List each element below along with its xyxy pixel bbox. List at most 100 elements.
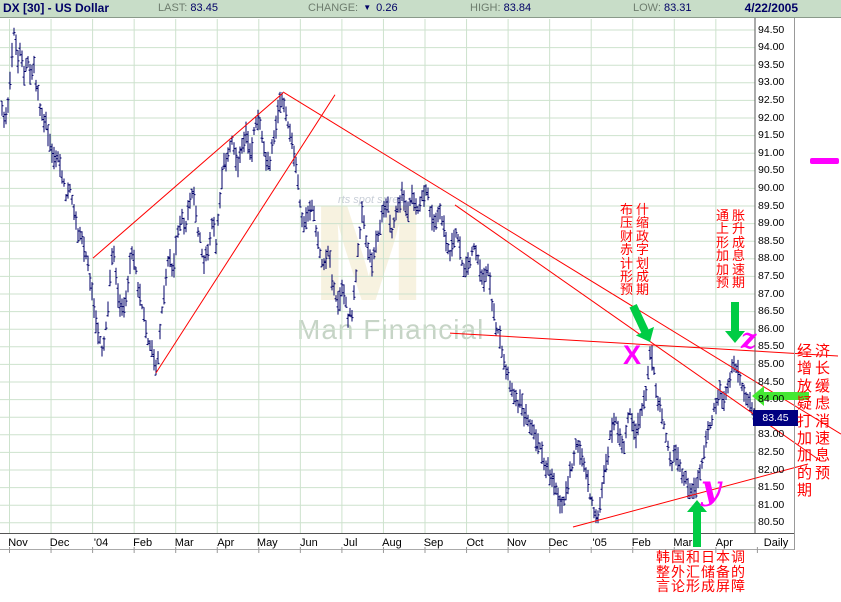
annotation-line: 放缓	[797, 377, 834, 395]
annotation-line: 加息	[797, 447, 834, 465]
annotation-line: 经济	[797, 343, 834, 360]
y-axis-label: 81.00	[758, 498, 785, 511]
last-label: LAST:	[158, 2, 188, 14]
annotation-line: 计划	[620, 255, 653, 271]
annotation-inflation-rate-hike: 通胀 上升 形成 加息 加速 预期	[716, 208, 749, 291]
x-axis-label: Aug	[382, 537, 402, 549]
trendline-wedge-lower	[155, 94, 336, 374]
annotation-line: 财政	[620, 228, 653, 244]
y-axis-label: 91.50	[758, 129, 785, 142]
y-axis-label: 90.00	[758, 181, 785, 194]
annotation-line: 言论形成屏障	[656, 578, 746, 595]
magenta-mark-y: y	[701, 468, 721, 508]
x-axis-label: Apr	[715, 537, 733, 549]
y-axis-label: 81.50	[758, 481, 785, 494]
annotation-line: 上升	[716, 221, 749, 237]
annotation-economy-slowdown: 经济 增长 放缓 疑虑 打消 加速 加息 的预期	[797, 343, 833, 500]
annotation-line: 打消	[797, 412, 834, 430]
annotation-line: 期	[797, 482, 816, 500]
y-axis-label: 86.00	[758, 322, 785, 335]
low-label: LOW:	[633, 2, 661, 14]
x-axis-label: May	[256, 537, 278, 549]
green-arrow-down-bush	[629, 304, 654, 342]
change-field: CHANGE: ▼ 0.26	[308, 2, 398, 14]
annotation-line: 加息	[716, 248, 749, 264]
x-axis-label: Mar	[174, 537, 194, 549]
x-axis-label: Nov	[8, 537, 28, 549]
green-arrow-up-korea	[687, 500, 707, 547]
magenta-level-mark	[810, 158, 839, 164]
y-axis-label: 82.50	[758, 445, 785, 458]
y-axis-label: 87.50	[758, 269, 785, 282]
x-axis-label: '05	[592, 537, 607, 549]
y-axis-label: 80.50	[758, 516, 785, 529]
y-axis-label: 94.50	[758, 23, 785, 36]
green-arrow-down-inflation	[725, 302, 745, 343]
x-axis-label: '04	[93, 537, 109, 549]
x-axis-label: Feb	[631, 537, 651, 549]
magenta-mark-x: X	[623, 340, 642, 370]
y-axis-label: 84.50	[758, 375, 785, 388]
annotation-line: 形成	[716, 234, 749, 250]
annotation-line: 预期	[716, 275, 749, 291]
annotation-line: 赤字	[620, 242, 653, 258]
y-axis-label: 93.50	[758, 58, 785, 71]
annotation-line: 形成	[620, 269, 653, 285]
trendline-wedge-upper	[92, 92, 284, 259]
change-down-icon: ▼	[363, 3, 372, 12]
x-axis-label: Dec	[49, 537, 70, 549]
y-axis-label: 82.00	[758, 463, 785, 476]
y-axis-label: 85.00	[758, 357, 785, 370]
x-axis-label: Sep	[423, 537, 444, 549]
x-axis-label: Mar	[673, 537, 693, 549]
y-axis-label: 91.00	[758, 146, 785, 159]
annotation-korea-japan-reserves: 韩国和日本调 整外汇储备的 言论形成屏障	[656, 550, 746, 594]
x-axis-label: Dec	[548, 537, 568, 549]
low-field: LOW: 83.31	[633, 2, 692, 14]
x-axis-label: Feb	[133, 537, 153, 549]
magenta-mark-z: z	[741, 324, 757, 355]
x-axis-label: Apr	[217, 537, 235, 549]
y-axis-label: 92.50	[758, 93, 785, 106]
high-field: HIGH: 83.84	[470, 2, 531, 14]
y-axis-label: 88.00	[758, 252, 785, 265]
high-label: HIGH:	[470, 2, 501, 14]
annotation-line: 预期	[620, 282, 653, 298]
y-axis-label: 90.50	[758, 164, 785, 177]
low-value: 83.31	[663, 2, 692, 14]
trendline-resistance-from-may-high	[282, 91, 841, 435]
last-price-badge: 83.45	[753, 410, 798, 426]
high-value: 83.84	[503, 2, 532, 14]
price-bar-ticks	[0, 32, 756, 520]
annotation-bush-deficit: 布什 压缩 财政 赤字 计划 形成 预期	[620, 203, 652, 297]
symbol-title: DX [30] - US Dollar	[3, 1, 110, 15]
x-axis-label: Jul	[343, 537, 358, 549]
y-axis-label: 83.00	[758, 428, 785, 441]
green-arrow-left-economy	[752, 386, 809, 406]
annotation-line: 布什	[620, 202, 653, 217]
y-axis-label: 85.50	[758, 340, 785, 353]
y-axis-label: 92.00	[758, 111, 785, 124]
annotation-line: 压缩	[620, 215, 653, 231]
change-label: CHANGE:	[308, 2, 359, 14]
y-axis-label: 84.00	[758, 393, 785, 406]
y-axis-label: 88.50	[758, 234, 785, 247]
annotation-line: 疑虑	[797, 395, 834, 413]
trendline-support-rising	[572, 463, 809, 528]
annotation-line: 的预	[797, 464, 834, 482]
y-axis-label: 87.00	[758, 287, 785, 300]
chart-header: DX [30] - US Dollar LAST: 83.45 CHANGE: …	[0, 0, 841, 18]
y-axis-label: 94.00	[758, 41, 785, 54]
annotation-line: 通胀	[716, 208, 749, 223]
x-axis-label: Oct	[466, 537, 484, 549]
change-value: 0.26	[376, 2, 398, 14]
last-price-field: LAST: 83.45	[158, 2, 218, 14]
y-axis-label: 93.00	[758, 76, 785, 89]
annotation-line: 韩国和日本调	[656, 549, 746, 565]
annotation-line: 增长	[797, 360, 834, 378]
gridlines	[0, 19, 755, 533]
x-axis-label: Jun	[299, 537, 318, 549]
period-label: Daily	[763, 537, 789, 549]
